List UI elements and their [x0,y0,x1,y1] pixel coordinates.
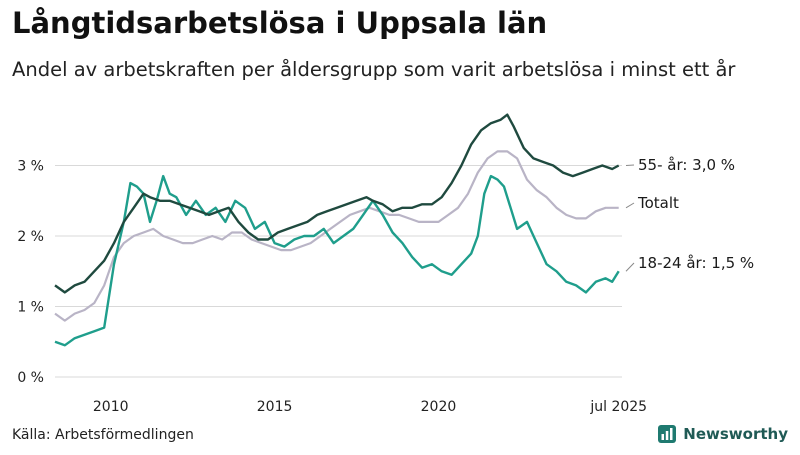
x-axis-ticks: 2010 2015 2020 jul 2025 [93,399,647,415]
y-axis-ticks: 0 % 1 % 2 % 3 % [17,159,44,387]
x-tick-label: 2020 [421,399,457,415]
y-tick-label: 3 % [17,159,44,175]
chart-title: Långtidsarbetslösa i Uppsala län [12,6,548,40]
series-label-55plus: 55- år: 3,0 % [638,156,735,174]
series-label-leader-totalt [625,202,635,209]
y-tick-label: 2 % [17,229,44,245]
x-tick-label: 2010 [93,399,129,415]
series-line-totalt [54,150,619,322]
series-label-leader-55plus [625,164,635,166]
series-label-totalt: Totalt [637,194,679,212]
series-line-55plus [54,113,620,294]
chart-subtitle: Andel av arbetskraften per åldersgrupp s… [12,58,736,81]
series-line-youth [54,174,620,347]
y-tick-label: 1 % [17,300,44,316]
y-tick-label: 0 % [17,370,44,386]
x-tick-label: jul 2025 [589,399,647,415]
series-lines [54,113,620,347]
brand-name: Newsworthy [683,425,788,443]
x-tick-label: 2015 [257,399,293,415]
series-end-labels: Totalt 18-24 år: 1,5 % 55- år: 3,0 % [625,156,754,272]
gridlines [55,165,622,378]
newsworthy-logo-icon [658,425,677,443]
series-label-leader-youth [625,262,635,272]
source-note: Källa: Arbetsförmedlingen [12,427,194,443]
brand-logo[interactable]: Newsworthy [657,424,788,444]
series-label-youth: 18-24 år: 1,5 % [638,254,754,272]
